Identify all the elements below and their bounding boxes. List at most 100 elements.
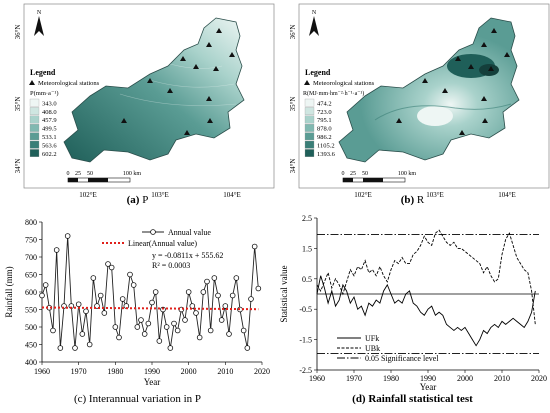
region-shape — [338, 17, 520, 163]
linear-trend-line — [41, 306, 259, 311]
annual-value-point — [233, 275, 240, 281]
legend-title: Legend — [30, 68, 56, 77]
lon-tick-103: 103°E — [426, 191, 444, 199]
annual-value-point — [240, 327, 247, 334]
caption-c: (c) Interannual variation in P — [0, 393, 275, 405]
legend-ufk-label: UFk — [365, 334, 379, 343]
scale-tick-0: 0 — [342, 171, 345, 177]
caption-b: (b) R — [275, 194, 550, 206]
lon-tick-104: 104°E — [223, 191, 241, 199]
annual-value-point — [53, 247, 60, 253]
annual-value-point — [171, 320, 177, 327]
y-tick-label: -0.5 — [299, 305, 312, 314]
station-markers — [396, 28, 510, 135]
x-axis-title: Year — [420, 382, 437, 390]
ufk-line — [316, 275, 536, 347]
legend-swatch — [29, 115, 40, 124]
annual-value-point — [112, 324, 119, 330]
caption-b-text: R — [416, 194, 425, 206]
y-tick-label: 0.5 — [302, 275, 312, 284]
annual-value-point — [119, 296, 126, 302]
annual-value-point — [255, 285, 262, 292]
x-tick-label: 1960 — [309, 374, 325, 383]
lon-ticks: 102°E 103°E 104°E — [79, 191, 241, 199]
scale-tick-25: 25 — [350, 171, 356, 177]
y-tick-label: 500 — [25, 323, 37, 332]
caption-a: (a) P — [0, 194, 275, 206]
caption-a-letter: (a) — [126, 194, 140, 206]
annual-value-point — [57, 345, 64, 351]
legend-swatch — [29, 107, 40, 115]
y-tick-label: -2.5 — [299, 366, 312, 375]
y-tick-label: 700 — [25, 253, 37, 262]
scale-tick-0: 0 — [67, 171, 70, 177]
legend-swatch — [304, 107, 315, 115]
legend-title: Legend — [305, 68, 331, 77]
y-tick-label: 2.5 — [302, 214, 312, 223]
scale-tick-25: 25 — [75, 171, 81, 177]
annual-value-point — [86, 341, 93, 348]
legend-value: 474.2 — [317, 100, 332, 107]
caption-d: (d) Rainfall statistical test — [275, 393, 550, 405]
lon-tick-102: 102°E — [79, 191, 97, 199]
scale-tick-50: 50 — [87, 171, 93, 177]
annual-value-point — [174, 327, 181, 334]
legend-value: 1393.6 — [317, 151, 336, 158]
y-tick-label: 550 — [25, 306, 37, 315]
scale-tick-100: 100 km — [123, 171, 142, 177]
lat-tick-36: 36°N — [289, 25, 297, 40]
annual-value-point — [75, 301, 82, 308]
regression-r2: R² = 0.0003 — [152, 261, 190, 270]
chart-panel-test: 2.5 1.5 0.5 -0.5 -1.5 -2.5 1960 1970 1980 1990 200… — [275, 210, 550, 413]
station-legend-label: Meteorological stations — [313, 80, 375, 87]
x-tick-label: 1990 — [144, 367, 160, 376]
lat-ticks: 36°N 35°N 34°N — [289, 25, 297, 174]
annual-value-point — [204, 278, 210, 285]
legend-value: 878.0 — [317, 126, 332, 133]
x-tick-label: 2000 — [457, 374, 473, 383]
annual-value-point — [64, 233, 71, 239]
y-tick-label: 400 — [25, 358, 37, 367]
x-tick-label: 1990 — [420, 374, 436, 383]
annual-value-point — [130, 282, 137, 288]
unit-label: P(mm·a⁻¹) — [30, 90, 59, 97]
lat-tick-36: 36°N — [14, 25, 22, 40]
caption-d-letter: (d) — [352, 393, 366, 405]
annual-value-point — [152, 289, 159, 295]
annual-value-point — [193, 310, 199, 316]
north-arrow-icon — [34, 16, 44, 36]
legend-value: 533.1 — [42, 134, 57, 141]
legend-swatch — [29, 98, 40, 107]
legend-swatch — [304, 115, 315, 124]
annual-value-point — [211, 275, 218, 281]
lon-tick-104: 104°E — [498, 191, 516, 199]
x-tick-label: 2010 — [217, 367, 233, 376]
legend-value: 457.9 — [42, 117, 57, 124]
legend-swatch — [29, 140, 40, 149]
lon-tick-102: 102°E — [354, 191, 372, 199]
y-tick-label: 1.5 — [302, 244, 312, 253]
lat-ticks: 36°N 35°N 34°N — [14, 25, 22, 174]
annual-value-point — [108, 264, 115, 271]
y-tick-label: 750 — [25, 236, 37, 245]
scale-tick-50: 50 — [362, 171, 368, 177]
lat-tick-34: 34°N — [14, 159, 22, 174]
x-tick-label: 1960 — [34, 367, 50, 376]
annual-value-point — [79, 331, 86, 337]
caption-c-text: Interannual variation in P — [88, 393, 202, 405]
north-label: N — [312, 10, 317, 16]
annual-value-line — [41, 235, 259, 349]
annual-value-point — [145, 320, 152, 327]
annual-value-point — [207, 327, 214, 334]
legend-swatch — [304, 132, 315, 141]
x-axis-title: Year — [144, 377, 161, 387]
annual-value-point — [90, 275, 97, 281]
lon-tick-103: 103°E — [151, 191, 169, 199]
map-panel-r: N 36°N 35°N 34°N 102°E 103°E 104°E Legen… — [275, 0, 550, 210]
legend-value: 986.2 — [317, 134, 332, 141]
lat-tick-35: 35°N — [14, 97, 22, 112]
annual-value-point — [101, 310, 108, 316]
legend-swatch — [304, 98, 315, 107]
